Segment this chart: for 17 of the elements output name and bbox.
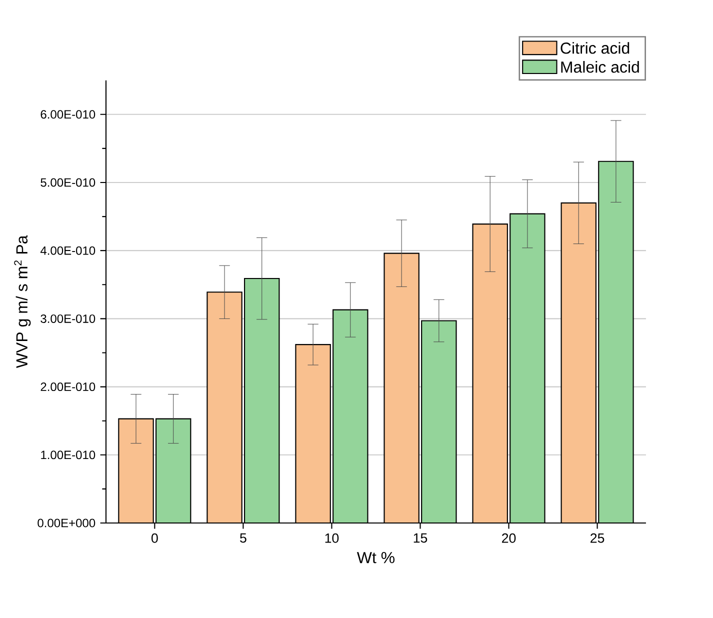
y-tick-label: 0.00E+000 bbox=[38, 518, 96, 528]
legend-label: Citric acid bbox=[560, 42, 630, 54]
y-tick-label: 2.00E-010 bbox=[40, 382, 96, 392]
x-tick-label: 10 bbox=[325, 533, 339, 543]
y-tick-label: 6.00E-010 bbox=[40, 110, 96, 119]
x-tick-label: 0 bbox=[151, 533, 158, 543]
y-tick-label: 1.00E-010 bbox=[41, 450, 96, 460]
y-axis-title: WVP g m/ s m$^{2}$ Pa bbox=[14, 235, 31, 368]
x-tick-label: 20 bbox=[502, 533, 516, 543]
x-tick-label: 25 bbox=[590, 533, 604, 543]
y-tick-label: 5.00E-010 bbox=[40, 178, 96, 187]
x-tick-label: 5 bbox=[240, 533, 246, 543]
y-tick-label: 3.00E-010 bbox=[40, 314, 96, 323]
x-tick-label: 15 bbox=[414, 533, 428, 543]
legend-label: Maleic acid bbox=[561, 61, 639, 73]
x-axis-title: Wt % bbox=[356, 552, 395, 564]
y-tick-label: 4.00E-010 bbox=[40, 246, 96, 255]
